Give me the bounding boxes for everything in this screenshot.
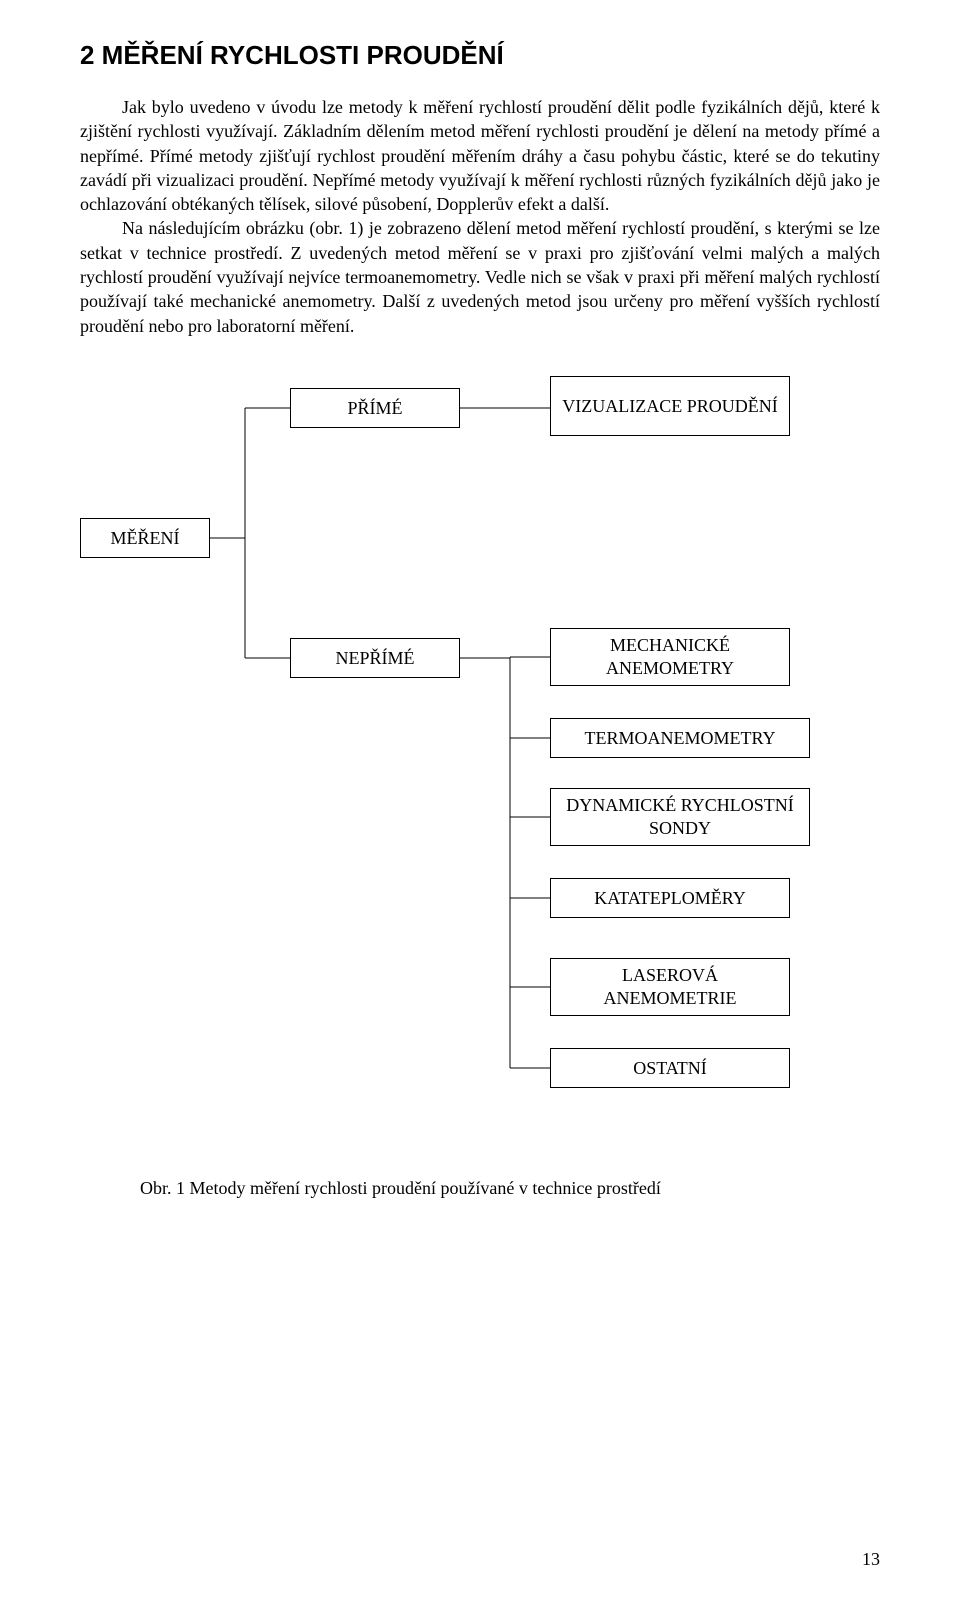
node-mechanicke: MECHANICKÉ ANEMOMETRY	[550, 628, 790, 686]
node-direct: PŘÍMÉ	[290, 388, 460, 428]
node-termo: TERMOANEMOMETRY	[550, 718, 810, 758]
node-root: MĚŘENÍ	[80, 518, 210, 558]
node-katateplomery: KATATEPLOMĚRY	[550, 878, 790, 918]
node-indirect: NEPŘÍMÉ	[290, 638, 460, 678]
section-title: 2 MĚŘENÍ RYCHLOSTI PROUDĚNÍ	[80, 40, 880, 71]
page-number: 13	[862, 1549, 880, 1570]
node-dynamicke: DYNAMICKÉ RYCHLOSTNÍ SONDY	[550, 788, 810, 846]
body-text: Jak bylo uvedeno v úvodu lze metody k mě…	[80, 95, 880, 338]
diagram: MĚŘENÍ PŘÍMÉ NEPŘÍMÉ VIZUALIZACE PROUDĚN…	[80, 368, 880, 1148]
diagram-connectors	[80, 368, 880, 1148]
paragraph-2: Na následujícím obrázku (obr. 1) je zobr…	[80, 216, 880, 337]
node-laserova: LASEROVÁ ANEMOMETRIE	[550, 958, 790, 1016]
node-vizualizace: VIZUALIZACE PROUDĚNÍ	[550, 376, 790, 436]
figure-caption: Obr. 1 Metody měření rychlosti proudění …	[140, 1178, 880, 1199]
node-ostatni: OSTATNÍ	[550, 1048, 790, 1088]
paragraph-1: Jak bylo uvedeno v úvodu lze metody k mě…	[80, 95, 880, 216]
